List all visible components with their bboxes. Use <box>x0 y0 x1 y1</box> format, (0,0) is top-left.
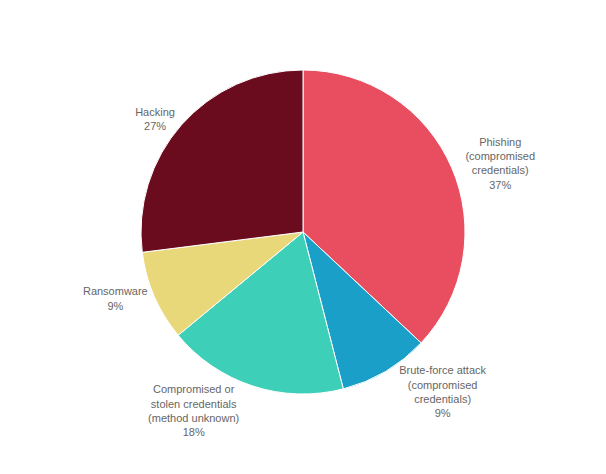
svg-text:Ransomware9%: Ransomware9% <box>83 285 148 311</box>
svg-text:Phishing(compromisedcredential: Phishing(compromisedcredentials)37% <box>465 136 535 191</box>
svg-text:Compromised orstolen credentia: Compromised orstolen credentials(method … <box>148 383 239 438</box>
svg-text:Hacking27%: Hacking27% <box>135 106 175 132</box>
svg-text:Brute-force attack(compromised: Brute-force attack(compromisedcredential… <box>399 364 486 419</box>
